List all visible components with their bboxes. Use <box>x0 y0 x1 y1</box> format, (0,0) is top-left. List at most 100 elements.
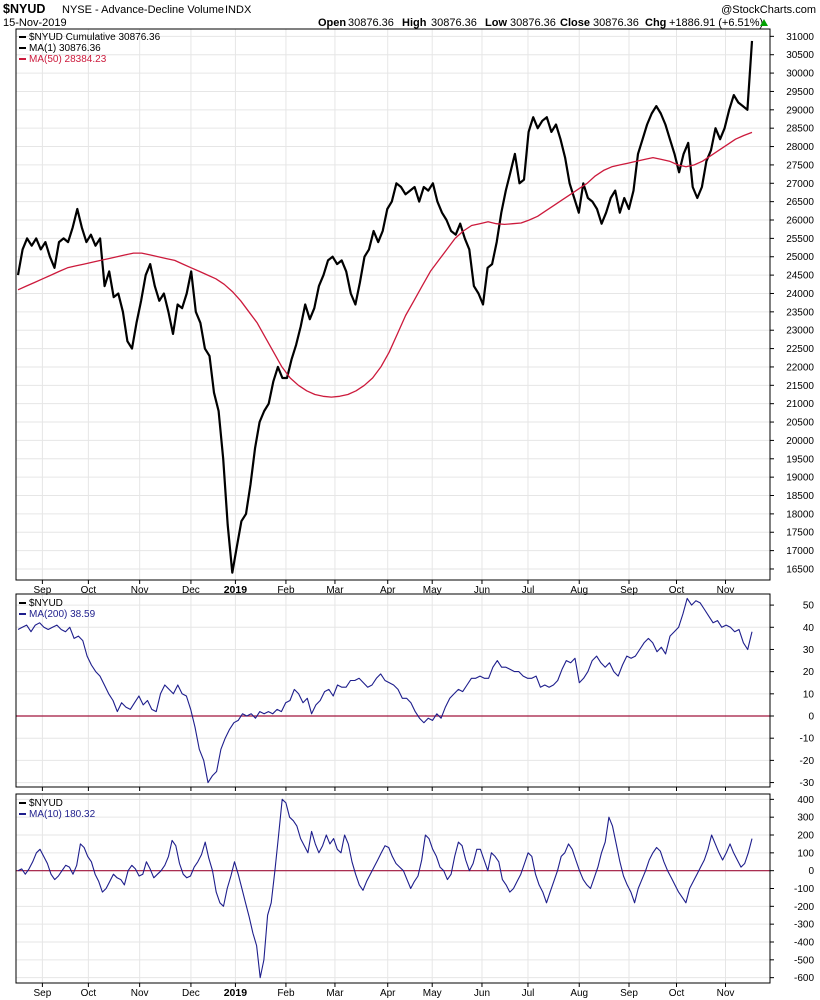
y-tick-label: 22500 <box>786 344 814 355</box>
x-tick-label: 2019 <box>224 584 248 596</box>
y-tick-label: 22000 <box>786 362 814 373</box>
y-tick-label: 28500 <box>786 124 814 135</box>
y-tick-label: -30 <box>800 778 815 789</box>
y-tick-label: 25000 <box>786 252 814 263</box>
x-tick-label: Mar <box>326 988 344 999</box>
series-line-ma-50 <box>17 131 753 398</box>
high-value: 30876.36 <box>431 17 477 29</box>
panel-price: 16500 17000 17500 18000 18500 19000 19500 20000… <box>15 28 814 596</box>
y-tick-label: -100 <box>794 884 814 895</box>
x-tick-label: Jul <box>522 585 535 596</box>
chart-panels: 1650017000175001800018500190001950020000… <box>15 28 815 999</box>
y-tick-label: 40 <box>803 623 815 634</box>
chart-exchange-name: NYSE - Advance-Decline Volume <box>62 4 224 16</box>
x-tick-label: Sep <box>33 585 51 596</box>
y-tick-label: 18000 <box>786 509 814 520</box>
x-tick-label: Apr <box>380 988 396 999</box>
low-label: Low <box>485 17 507 29</box>
y-tick-label: 27000 <box>786 179 814 190</box>
panel-ma10: -600 -500 -400 -300 -200 -100 0 100 200 300 400 Sep… <box>15 793 814 999</box>
y-tick-label: 300 <box>797 813 814 824</box>
y-tick-label: -400 <box>794 937 814 948</box>
x-tick-label: Oct <box>81 988 97 999</box>
x-tick-label: Jul <box>522 988 535 999</box>
chart-instrument-type: INDX <box>225 4 252 16</box>
x-tick-label: Aug <box>570 585 588 596</box>
y-tick-label: 17500 <box>786 528 814 539</box>
x-tick-label: Nov <box>717 585 735 596</box>
x-tick-label: May <box>423 988 442 999</box>
series-line-ma-200 <box>17 597 753 784</box>
close-value: 30876.36 <box>593 17 639 29</box>
y-tick-label: 20 <box>803 667 815 678</box>
y-tick-label: 26000 <box>786 216 814 227</box>
close-label: Close <box>560 17 590 29</box>
y-tick-label: 17000 <box>786 546 814 557</box>
x-tick-label: Oct <box>669 988 685 999</box>
legend-entry: MA(1) 30876.36 <box>29 43 101 54</box>
y-tick-label: -500 <box>794 955 814 966</box>
y-tick-label: 25500 <box>786 234 814 245</box>
y-tick-label: 20500 <box>786 418 814 429</box>
y-tick-label: 27500 <box>786 160 814 171</box>
x-tick-label: Nov <box>131 988 149 999</box>
legend-entry: MA(10) 180.32 <box>29 809 96 820</box>
high-label: High <box>402 17 427 29</box>
y-tick-label: 16500 <box>786 564 814 575</box>
x-tick-label: Sep <box>33 988 51 999</box>
open-label: Open <box>318 17 346 29</box>
x-tick-label: Aug <box>570 988 588 999</box>
legend-entry: MA(50) 28384.23 <box>29 54 107 65</box>
x-tick-label: Dec <box>182 585 200 596</box>
y-tick-label: 31000 <box>786 32 814 43</box>
y-tick-label: 30000 <box>786 69 814 80</box>
x-tick-label: Oct <box>669 585 685 596</box>
stockcharts-credit: @StockCharts.com <box>721 4 816 16</box>
y-tick-label: 50 <box>803 601 815 612</box>
x-tick-label: Feb <box>277 585 295 596</box>
y-tick-label: 26500 <box>786 197 814 208</box>
x-tick-label: Sep <box>620 988 638 999</box>
y-tick-label: 29000 <box>786 105 814 116</box>
y-tick-label: 19500 <box>786 454 814 465</box>
legend-entry: $NYUD Cumulative 30876.36 <box>29 32 161 43</box>
y-tick-label: 21000 <box>786 399 814 410</box>
x-tick-label: May <box>423 585 442 596</box>
y-tick-label: 23500 <box>786 307 814 318</box>
y-tick-label: -600 <box>794 973 814 984</box>
y-tick-label: 18500 <box>786 491 814 502</box>
y-tick-label: 20000 <box>786 436 814 447</box>
y-tick-label: 200 <box>797 831 814 842</box>
x-tick-label: Feb <box>277 988 295 999</box>
y-tick-label: 0 <box>808 866 814 877</box>
x-tick-label: Oct <box>81 585 97 596</box>
y-tick-label: -200 <box>794 902 814 913</box>
panel-frame <box>15 593 771 788</box>
chg-label: Chg <box>645 17 666 29</box>
y-tick-label: 21500 <box>786 381 814 392</box>
y-tick-label: 30 <box>803 645 815 656</box>
x-tick-label: 2019 <box>224 987 248 999</box>
y-tick-label: 24000 <box>786 289 814 300</box>
y-tick-label: -10 <box>800 734 815 745</box>
x-tick-label: Jun <box>474 585 490 596</box>
chart-symbol: $NYUD <box>3 2 45 16</box>
y-tick-label: 19000 <box>786 473 814 484</box>
series-line-ma-10 <box>17 798 753 979</box>
y-tick-label: 29500 <box>786 87 814 98</box>
y-tick-label: -20 <box>800 756 815 767</box>
series-line-nyud-cumulative <box>16 40 754 574</box>
legend-entry: $NYUD <box>29 798 63 809</box>
y-tick-label: 28000 <box>786 142 814 153</box>
legend-entry: MA(200) 38.59 <box>29 609 96 620</box>
y-tick-label: 0 <box>808 712 814 723</box>
open-value: 30876.36 <box>348 17 394 29</box>
y-tick-label: 100 <box>797 848 814 859</box>
x-tick-label: Sep <box>620 585 638 596</box>
y-tick-label: 23000 <box>786 326 814 337</box>
x-tick-label: Jun <box>474 988 490 999</box>
low-value: 30876.36 <box>510 17 556 29</box>
panel-frame <box>15 28 771 581</box>
